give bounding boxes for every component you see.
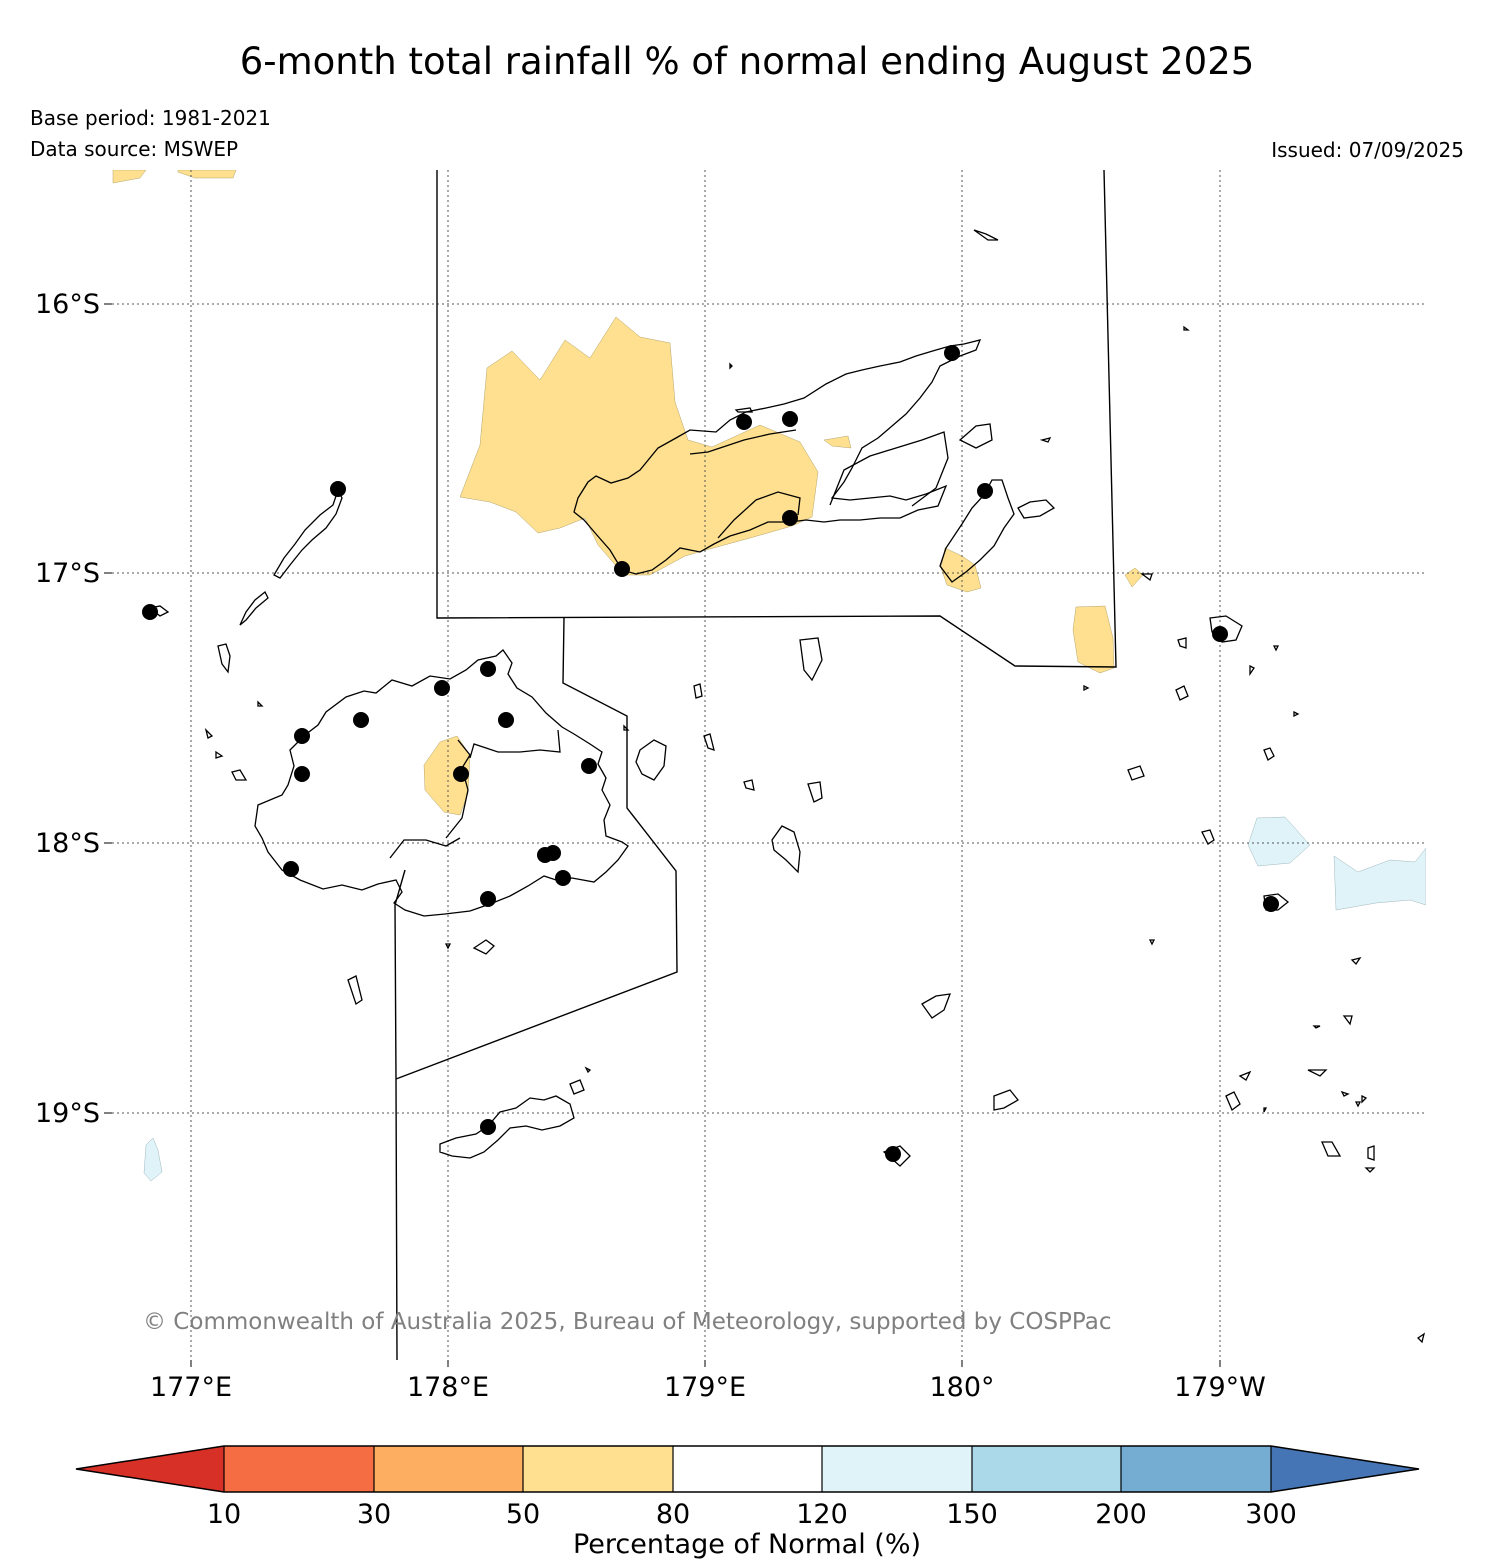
lon-label-180: 180° xyxy=(929,1372,994,1403)
colorbar: 10 30 50 80 120 150 200 300 Percentage o… xyxy=(75,1445,1420,1560)
station-marker[interactable] xyxy=(294,728,310,744)
lon-label-179e: 179°E xyxy=(664,1372,746,1403)
rainfall-stations xyxy=(142,345,1279,1162)
station-marker[interactable] xyxy=(555,870,571,886)
colorbar-tick-label: 80 xyxy=(656,1499,690,1530)
station-marker[interactable] xyxy=(545,845,561,861)
colorbar-tick-label: 50 xyxy=(506,1499,540,1530)
colorbar-tick-label: 150 xyxy=(946,1499,998,1530)
station-marker[interactable] xyxy=(480,1119,496,1135)
station-marker[interactable] xyxy=(1212,626,1228,642)
station-marker[interactable] xyxy=(142,604,158,620)
yasawa-coast xyxy=(273,488,343,579)
station-marker[interactable] xyxy=(480,661,496,677)
station-marker[interactable] xyxy=(977,483,993,499)
viti-levu-coast xyxy=(254,649,629,917)
below-normal-shading xyxy=(112,170,1144,816)
colorbar-tick-label: 300 xyxy=(1245,1499,1297,1530)
station-marker[interactable] xyxy=(944,345,960,361)
colorbar-tick-label: 200 xyxy=(1095,1499,1147,1530)
graticule xyxy=(112,170,1426,1360)
colorbar-segment xyxy=(224,1446,374,1492)
station-marker[interactable] xyxy=(782,411,798,427)
station-marker[interactable] xyxy=(614,561,630,577)
lat-label-18s: 18°S xyxy=(35,828,100,859)
lat-label-17s: 17°S xyxy=(35,558,100,589)
data-source: Data source: MSWEP xyxy=(30,137,239,161)
station-marker[interactable] xyxy=(581,758,597,774)
lon-label-177e: 177°E xyxy=(150,1372,232,1403)
kadavu-coast xyxy=(439,1095,575,1159)
above-normal-shading xyxy=(143,816,1426,1182)
station-marker[interactable] xyxy=(480,891,496,907)
lon-label-178e: 178°E xyxy=(407,1372,489,1403)
station-marker[interactable] xyxy=(885,1146,901,1162)
colorbar-tick-label: 10 xyxy=(207,1499,241,1530)
colorbar-under-arrow xyxy=(76,1446,224,1492)
colorbar-tick-label: 30 xyxy=(357,1499,391,1530)
station-marker[interactable] xyxy=(736,414,752,430)
colorbar-segment xyxy=(374,1446,524,1492)
colorbar-segment xyxy=(673,1446,823,1492)
colorbar-segment xyxy=(972,1446,1122,1492)
station-marker[interactable] xyxy=(1263,896,1279,912)
longitude-ticks: 177°E 178°E 179°E 180° 179°W xyxy=(150,1360,1266,1403)
lon-label-179w: 179°W xyxy=(1174,1372,1266,1403)
colorbar-tick-label: 120 xyxy=(796,1499,848,1530)
station-marker[interactable] xyxy=(782,510,798,526)
station-marker[interactable] xyxy=(330,481,346,497)
copyright-notice: © Commonwealth of Australia 2025, Bureau… xyxy=(143,1309,1112,1335)
station-marker[interactable] xyxy=(453,766,469,782)
colorbar-title: Percentage of Normal (%) xyxy=(573,1529,921,1560)
map-title: 6-month total rainfall % of normal endin… xyxy=(239,40,1255,83)
station-marker[interactable] xyxy=(434,680,450,696)
station-marker[interactable] xyxy=(353,712,369,728)
coastlines xyxy=(148,229,1426,1344)
lat-label-16s: 16°S xyxy=(35,289,100,320)
station-marker[interactable] xyxy=(283,861,299,877)
latitude-ticks: 16°S 17°S 18°S 19°S xyxy=(35,289,112,1129)
map-area: © Commonwealth of Australia 2025, Bureau… xyxy=(112,170,1426,1360)
division-boundaries xyxy=(394,170,1117,1360)
colorbar-segment xyxy=(1121,1446,1271,1492)
colorbar-segment xyxy=(822,1446,972,1492)
base-period: Base period: 1981-2021 xyxy=(30,106,271,130)
colorbar-over-arrow xyxy=(1271,1446,1419,1492)
station-marker[interactable] xyxy=(294,766,310,782)
station-marker[interactable] xyxy=(498,712,514,728)
issued-date: Issued: 07/09/2025 xyxy=(1271,138,1464,162)
colorbar-segment xyxy=(523,1446,673,1492)
lat-label-19s: 19°S xyxy=(35,1098,100,1129)
